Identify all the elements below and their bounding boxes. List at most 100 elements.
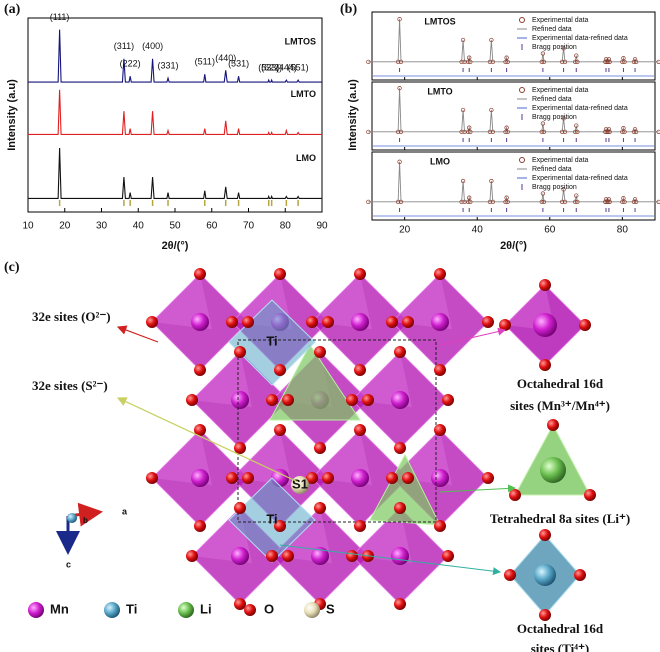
site-label: 32e sites (O²⁻)	[32, 309, 111, 324]
experimental-point	[607, 199, 612, 204]
xrd-line	[28, 89, 322, 135]
experimental-point	[505, 59, 510, 64]
x-tick-label: 50	[169, 221, 181, 232]
experimental-point	[490, 129, 495, 134]
atom	[540, 457, 566, 483]
experimental-point	[575, 129, 580, 134]
experimental-point	[366, 199, 371, 204]
atom	[394, 502, 406, 514]
experimental-point	[607, 59, 612, 64]
experimental-point	[398, 199, 404, 204]
peak-index: (111)	[50, 12, 70, 22]
experimental-point	[603, 199, 608, 204]
x-tick-label: 30	[96, 221, 108, 232]
experimental-point	[465, 199, 471, 204]
experimental-point	[487, 199, 493, 204]
experimental-point	[573, 59, 578, 64]
atom	[178, 602, 194, 618]
experimental-point	[603, 57, 609, 62]
experimental-point	[539, 59, 544, 64]
atom	[431, 469, 449, 487]
peak-index: (531)	[228, 59, 249, 69]
experimental-point	[459, 199, 464, 204]
atom	[434, 520, 446, 532]
panel-c: (c) Ti S1 Ti 32e sites (O²⁻) 32e sites (S²⁻) O…	[4, 260, 630, 652]
experimental-point	[489, 37, 494, 43]
experimental-point	[606, 57, 612, 62]
atom	[534, 564, 556, 586]
experimental-point	[465, 59, 471, 64]
legend-label: Li	[200, 601, 212, 616]
experimental-point	[622, 129, 627, 134]
experimental-point	[541, 59, 547, 64]
pointer	[439, 327, 506, 346]
experimental-point	[468, 129, 473, 134]
atom	[306, 472, 318, 484]
atom	[311, 547, 329, 565]
atom	[274, 520, 286, 532]
atom-label: Ti	[266, 511, 277, 526]
atom	[574, 569, 586, 581]
experimental-point	[505, 199, 510, 204]
xrd-line	[28, 29, 322, 83]
atom	[539, 279, 551, 291]
atom	[402, 316, 414, 328]
experimental-point	[460, 178, 466, 184]
atom	[386, 316, 398, 328]
peak-index: (440)	[215, 53, 236, 63]
site-label: sites (Ti⁴⁺)	[531, 641, 590, 652]
pointer	[279, 544, 501, 576]
atom	[194, 520, 206, 532]
legend-label: S	[326, 601, 335, 616]
experimental-point	[467, 55, 472, 60]
x-axis-label: 2θ/(°)	[500, 240, 527, 252]
atom	[186, 550, 198, 562]
atom-label: S1	[292, 476, 308, 491]
x-tick-label: 60	[206, 221, 218, 232]
subplot-label: LMTO	[427, 86, 452, 96]
pointer	[439, 484, 516, 493]
peak-index: (400)	[142, 41, 163, 51]
pointer	[116, 325, 159, 343]
atom	[351, 469, 369, 487]
x-tick-label: 80	[280, 221, 292, 232]
legend-symbol	[519, 17, 525, 23]
experimental-point	[459, 59, 464, 64]
experimental-point	[607, 129, 612, 134]
x-tick-label: 60	[544, 225, 556, 236]
peak-index: (511)	[195, 57, 215, 67]
atom	[351, 313, 369, 331]
legend-label: Refined data	[532, 26, 572, 33]
experimental-point	[366, 129, 371, 134]
atom	[354, 520, 366, 532]
y-axis-label: Intensity (a.u)	[6, 79, 18, 151]
atom	[504, 569, 516, 581]
experimental-point	[540, 121, 546, 126]
experimental-point	[540, 191, 546, 196]
atom	[226, 316, 238, 328]
experimental-point	[460, 37, 466, 43]
atom	[482, 316, 494, 328]
panel-label: (a)	[4, 2, 21, 17]
xrd-line	[28, 147, 322, 199]
experimental-point	[541, 199, 547, 204]
experimental-point	[633, 199, 639, 204]
atom	[274, 364, 286, 376]
legend-label: Experimental data	[532, 157, 589, 164]
experimental-point	[541, 129, 547, 134]
atom	[282, 394, 294, 406]
experimental-point	[606, 197, 612, 202]
legend-label: Experimental data-refined data	[532, 105, 628, 112]
atom	[434, 268, 446, 280]
y-axis-label: Intensity (a.u)	[347, 79, 359, 151]
series-label: LMTO	[291, 89, 316, 99]
x-tick-label: 40	[133, 221, 145, 232]
subplot-frame	[371, 151, 656, 221]
experimental-point	[467, 195, 472, 200]
series-label: LMO	[296, 153, 316, 163]
plot-frame	[27, 17, 323, 213]
pointer	[116, 397, 299, 483]
legend-label: Experimental data-refined data	[532, 175, 628, 182]
atom	[194, 268, 206, 280]
experimental-point	[562, 59, 568, 64]
